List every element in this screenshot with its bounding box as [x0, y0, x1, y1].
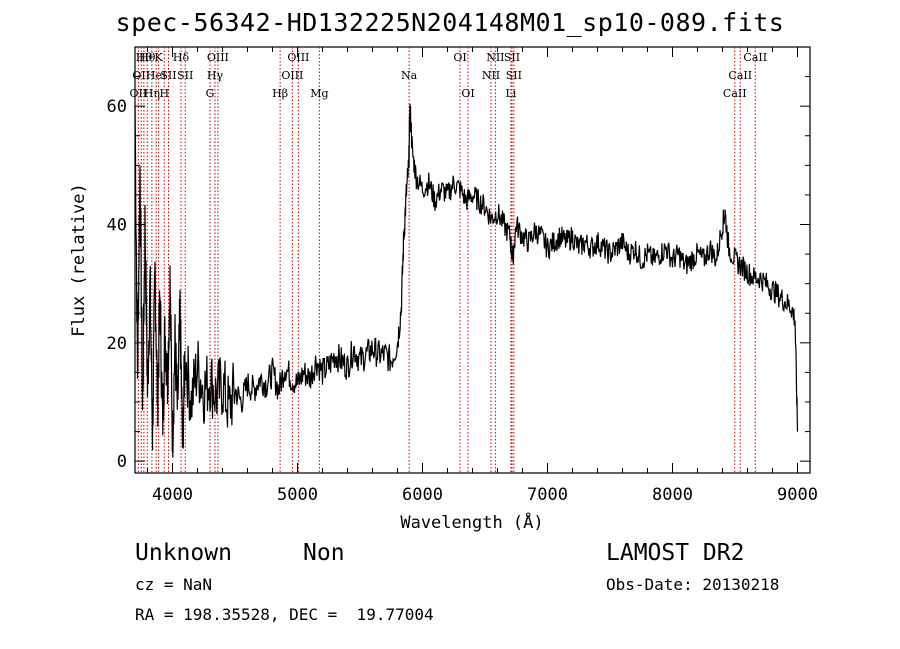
line-marker-label: NII [486, 51, 504, 64]
x-tick-label: 5000 [277, 485, 318, 505]
y-axis-label: Flux (relative) [69, 183, 89, 337]
coordinates: RA = 198.35528, DEC = 19.77004 [135, 605, 434, 624]
obs-date: Obs-Date: 20130218 [606, 575, 780, 594]
line-marker-label: SII [160, 69, 176, 82]
survey-name: LAMOST DR2 [606, 540, 745, 566]
line-marker-label: CaII [728, 69, 752, 82]
line-marker-label: Hβ [272, 87, 288, 100]
line-marker-label: OIII [207, 51, 229, 64]
redshift-cz: cz = NaN [135, 575, 213, 594]
line-marker-label: H [159, 87, 169, 100]
line-marker-label: K [155, 51, 164, 64]
line-marker-label: Hθ [136, 51, 153, 64]
line-marker-label: G [206, 87, 215, 100]
x-axis-label: Wavelength (Å) [400, 511, 543, 533]
line-marker-label: SII [504, 51, 520, 64]
object-subclass: Non [303, 540, 345, 566]
line-marker-label: Mg [310, 87, 328, 100]
line-marker-label: Hγ [207, 69, 224, 82]
y-tick-label: 40 [107, 216, 127, 236]
line-marker-label: NII [482, 69, 500, 82]
x-tick-label: 6000 [402, 485, 443, 505]
line-marker-label: Li [505, 87, 516, 100]
line-marker-label: OI [453, 51, 466, 64]
y-tick-label: 0 [117, 452, 127, 472]
chart-title: spec-56342-HD132225N204148M01_sp10-089.f… [115, 8, 785, 37]
line-marker-label: OIII [287, 51, 309, 64]
line-marker-label: Na [401, 69, 418, 82]
line-marker-label: Hη [144, 87, 160, 100]
line-marker-label: OII [130, 87, 148, 100]
line-marker-label: OI [461, 87, 474, 100]
line-marker-label: SII [506, 69, 522, 82]
x-tick-label: 7000 [527, 485, 568, 505]
line-marker-label: CaII [723, 87, 747, 100]
axes: 4000 5000 6000 7000 8000 9000 0 20 40 60 [107, 47, 818, 505]
y-tick-label: 20 [107, 334, 127, 354]
x-tick-label: 8000 [652, 485, 693, 505]
line-marker-label: HeI [146, 69, 166, 82]
line-marker-label: Hδ [173, 51, 190, 64]
line-marker-label: CaII [743, 51, 767, 64]
object-class: Unknown [135, 540, 232, 566]
emission-line-labels: OIIOIIHθHθHηHeIKHSIIHδSIIGHγOIIIHβOIIIOI… [130, 51, 768, 100]
line-marker-label: OIII [281, 69, 303, 82]
line-marker-label: SII [177, 69, 193, 82]
line-marker-label: OII [132, 69, 150, 82]
x-tick-label: 4000 [152, 485, 193, 505]
line-marker-label: Hθ [139, 51, 156, 64]
x-tick-label: 9000 [777, 485, 818, 505]
y-tick-label: 60 [107, 97, 127, 117]
spectrum-line [134, 103, 799, 458]
